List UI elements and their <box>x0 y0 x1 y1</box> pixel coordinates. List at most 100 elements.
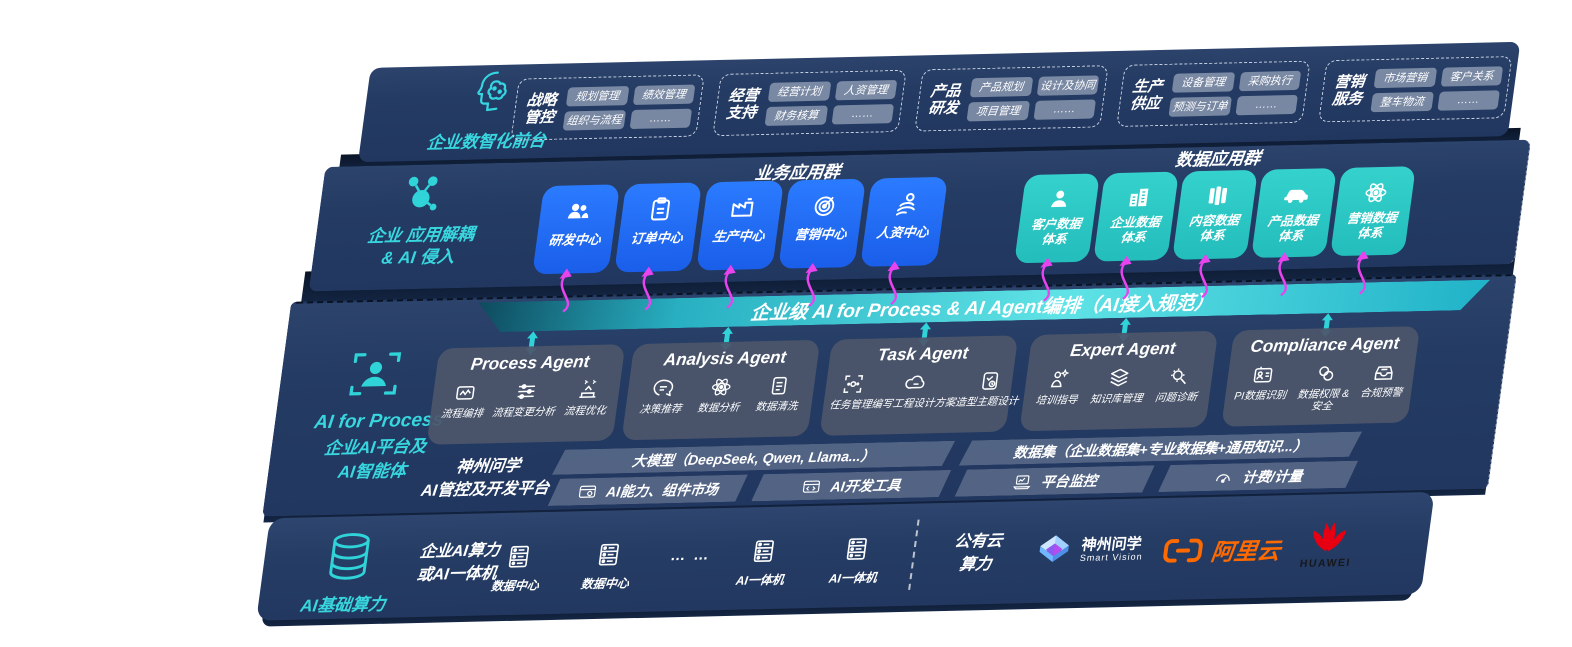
component-market-icon <box>576 481 599 502</box>
model-strip: 大模型（DeepSeek, Qwen, Llama...） <box>552 441 955 475</box>
sliders-icon <box>513 379 540 404</box>
ai-appliance-node: AI一体机 <box>812 534 899 587</box>
architecture-diagram: 企业数智化前台 战略 管控 规划管理 绩效管理 组织与流程 …… 经营 支持 经营计… <box>247 35 1551 631</box>
model-platform-section: 大模型（DeepSeek, Qwen, Llama...） AI能力、组件市场 … <box>548 441 955 506</box>
ai-platform-layer: AI for Process 企业AI平台及 AI智能体 企业级 AI for … <box>262 273 1517 517</box>
infra-layer: AI基础算力 企业AI算力 或AI一体机 数据中心 数据中心 … … AI一体机 … <box>256 491 1435 621</box>
app-tile-marketing-center: 营销中心 <box>778 178 867 269</box>
process-agent-card: Process Agent 流程编排 流程变更分析 流程优化 <box>426 344 626 445</box>
capability-chip: 绩效管理 <box>632 84 696 105</box>
capability-chip: …… <box>1436 89 1500 111</box>
capability-chip: 组织与流程 <box>562 109 626 131</box>
scan-person-icon <box>343 345 407 402</box>
datacenter-node: 数据中心 <box>564 540 651 593</box>
domain-group-operation: 经营 支持 经营计划 人资管理 财务核算 …… <box>712 69 907 137</box>
divider <box>908 519 920 590</box>
capability-chip: 人资管理 <box>834 79 898 100</box>
data-tile-enterprise: 企业数据 体系 <box>1093 171 1179 262</box>
aliyun-bracket-icon <box>1161 537 1206 564</box>
app-tile-hr-center: 人资中心 <box>860 176 949 267</box>
flow-arrow-icon <box>547 267 589 314</box>
group-title: 营销 服务 <box>1331 73 1366 109</box>
customer-icon <box>1045 186 1075 213</box>
app-tile-order-center: 订单中心 <box>614 182 703 273</box>
diagnosis-icon <box>1165 364 1192 389</box>
document-icon <box>766 373 793 398</box>
task-grid-icon <box>840 372 867 397</box>
capability-chip: 设备管理 <box>1171 71 1235 93</box>
flow-arrow-icon <box>875 260 917 307</box>
platform-monitor-cell: 平台监控 <box>955 465 1155 497</box>
domain-group-product: 产品 研发 产品规划 设计及协同 项目管理 …… <box>914 65 1109 132</box>
task-agent-card: Task Agent 任务管理 编写工程设计方案 造型主题设计 <box>819 335 1019 436</box>
data-apps-header: 数据应用群 <box>1174 148 1262 170</box>
hr-person-icon <box>891 189 923 218</box>
server-icon <box>748 537 780 566</box>
group-title: 战略 管控 <box>523 91 558 127</box>
target-icon <box>809 191 841 220</box>
smart-vision-logo: 神州问学 Smart Vision <box>1032 530 1146 571</box>
dataset-strip: 数据集（企业数据集+专业数据集+通用知识...） <box>959 432 1362 466</box>
brain-icon <box>463 66 524 121</box>
flow-arrow-icon <box>711 263 753 310</box>
layers-icon <box>1106 366 1133 391</box>
atom-icon <box>708 375 735 400</box>
aliyun-logo: 阿里云 <box>1160 531 1283 568</box>
capability-chip: …… <box>1234 94 1299 115</box>
app-tile-production-center: 生产中心 <box>696 180 785 271</box>
capability-chip: 项目管理 <box>966 100 1030 121</box>
domain-group-marketing: 营销 服务 市场营销 客户关系 整车物流 …… <box>1318 56 1513 123</box>
capability-chip: 预测与订单 <box>1168 95 1232 117</box>
building-icon <box>1124 184 1154 211</box>
capability-chip: 客户关系 <box>1440 65 1504 87</box>
ai-appliance-node: AI一体机 <box>719 536 806 589</box>
capability-chip: 设计及协同 <box>1036 74 1100 96</box>
infra-label: AI基础算力 <box>299 594 387 616</box>
group-title: 生产 供应 <box>1129 77 1164 113</box>
group-title: 产品 研发 <box>927 82 962 118</box>
flow-arrow-icon <box>793 261 835 308</box>
meter-icon <box>1212 467 1235 488</box>
compliance-agent-card: Compliance Agent PI数据识别 数据权限 & 安全 合规预警 <box>1221 326 1421 427</box>
dataset-platform-section: 数据集（企业数据集+专业数据集+通用知识...） 平台监控 计费/计量 <box>955 432 1362 497</box>
huawei-flower-icon <box>1291 515 1366 557</box>
domain-group-strategy: 战略 管控 规划管理 绩效管理 组织与流程 …… <box>510 74 705 141</box>
datacenter-node: 数据中心 <box>474 542 561 595</box>
server-icon <box>841 535 873 564</box>
app-tile-rd-center: 研发中心 <box>532 184 621 275</box>
analysis-agent-card: Analysis Agent 决策推荐 数据分析 数据清洗 <box>621 339 821 441</box>
database-icon <box>316 528 382 588</box>
training-icon <box>1046 367 1073 392</box>
workflow-icon <box>451 381 478 406</box>
server-icon <box>593 540 625 569</box>
group-title: 经营 支持 <box>725 86 760 122</box>
atom-icon <box>1360 179 1391 207</box>
capability-chip: 规划管理 <box>565 85 629 106</box>
flow-arrow-icon <box>1028 256 1070 303</box>
capability-chip: 采购执行 <box>1238 70 1302 91</box>
data-tile-customer: 客户数据 体系 <box>1014 173 1100 264</box>
flow-arrow-icon <box>1107 254 1149 301</box>
molecule-icon <box>396 172 448 219</box>
flow-arrow-icon <box>1344 249 1386 296</box>
optimize-icon <box>574 378 601 403</box>
component-market-cell: AI能力、组件市场 <box>548 474 748 506</box>
expert-agent-card: Expert Agent 培训指导 知识库管理 问题诊断 <box>1019 330 1219 432</box>
capability-chip: …… <box>1033 98 1097 120</box>
factory-icon <box>727 193 759 222</box>
server-icon <box>503 542 535 571</box>
capability-chip: 产品规划 <box>969 76 1033 97</box>
capability-chip: 整车物流 <box>1370 91 1434 112</box>
flow-arrow-icon <box>629 265 671 312</box>
content-bars-icon <box>1203 182 1233 209</box>
capability-chip: …… <box>629 108 693 129</box>
flow-arrow-icon <box>1186 253 1228 300</box>
decision-icon <box>650 376 677 401</box>
flow-arrow-icon <box>1265 251 1307 298</box>
app-layer: 企业 应用解耦 & AI 侵入 业务应用群 数据应用群 研发中心 订单中心 生产中… <box>308 139 1532 292</box>
capability-chip: …… <box>831 103 895 124</box>
clipboard-icon <box>645 195 677 224</box>
dev-tools-cell: AI开发工具 <box>751 470 951 502</box>
permission-icon <box>1312 361 1339 386</box>
public-cloud-label: 公有云 算力 <box>953 532 1004 574</box>
